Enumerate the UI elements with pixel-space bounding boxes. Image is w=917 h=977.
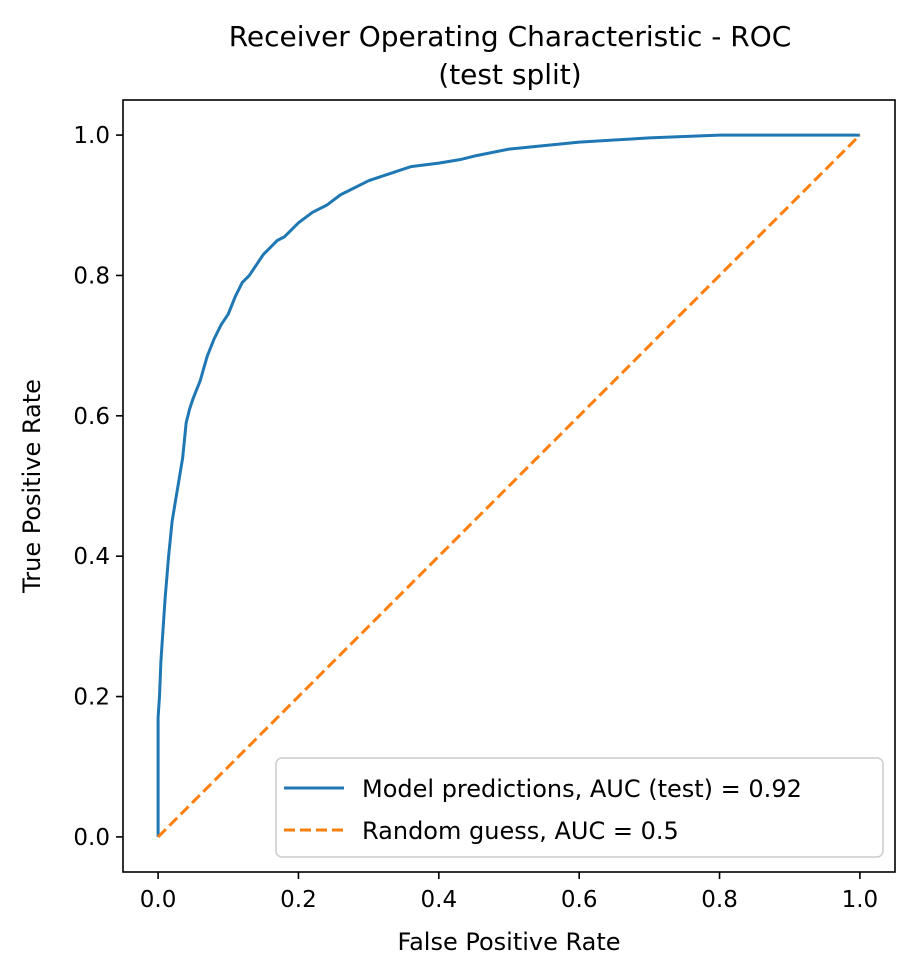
plot-area [122, 99, 896, 873]
series-layer [156, 133, 861, 838]
chart-subtitle: (test split) [438, 58, 581, 91]
x-tick-label: 0.8 [701, 887, 738, 913]
series-model-predictions-line [156, 133, 860, 837]
x-tick-label: 0.4 [421, 887, 458, 913]
y-axis-label: True Positive Rate [18, 379, 46, 594]
legend-label-random: Random guess, AUC = 0.5 [362, 817, 679, 845]
y-tick-label: 1.0 [73, 123, 110, 149]
legend-label-model: Model predictions, AUC (test) = 0.92 [362, 775, 802, 803]
series-random-guess-line [157, 134, 861, 838]
y-axis-ticks: 0.0 0.2 0.4 0.6 0.8 1.0 [73, 123, 123, 851]
y-tick-label: 0.0 [73, 825, 110, 851]
y-tick-label: 0.6 [73, 404, 110, 430]
chart-title: Receiver Operating Characteristic - ROC [229, 20, 792, 53]
x-axis-label: False Positive Rate [397, 928, 620, 956]
y-tick-label: 0.2 [73, 685, 110, 711]
legend-box [275, 757, 884, 858]
x-axis-ticks: 0.0 0.2 0.4 0.6 0.8 1.0 [140, 872, 878, 913]
x-tick-label: 1.0 [842, 887, 879, 913]
x-tick-label: 0.0 [140, 887, 177, 913]
y-tick-label: 0.4 [73, 544, 110, 570]
legend: Model predictions, AUC (test) = 0.92 Ran… [275, 757, 884, 858]
x-tick-label: 0.6 [561, 887, 598, 913]
x-tick-label: 0.2 [280, 887, 317, 913]
y-tick-label: 0.8 [73, 263, 110, 289]
plot-frame [122, 99, 896, 873]
